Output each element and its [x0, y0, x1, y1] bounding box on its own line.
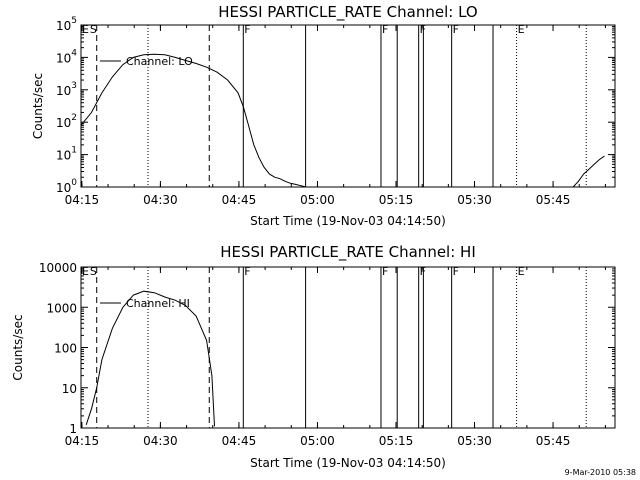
x-tick-label: 04:15 [65, 434, 100, 448]
event-marker-label: E [82, 23, 89, 36]
x-tick-label: 05:15 [379, 434, 414, 448]
y-tick-base: 100 [54, 342, 77, 356]
series-line [572, 155, 605, 187]
panel-hi: HESSI PARTICLE_RATE Channel: HI 04:15 04:3… [11, 243, 616, 470]
y-tick-label: 105 [56, 16, 77, 33]
y-axis-label: Counts/sec [31, 73, 45, 139]
chart-title: HESSI PARTICLE_RATE Channel: HI [220, 243, 476, 262]
event-marker-label: F [420, 23, 426, 36]
x-tick-label: 05:45 [536, 193, 571, 207]
plot-frame [80, 266, 616, 429]
event-marker-label: E [518, 265, 525, 278]
event-marker-label: F [382, 23, 388, 36]
y-tick-label: 1000 [46, 301, 77, 315]
y-tick-label: 102 [56, 113, 77, 130]
x-axis-label: Start Time (19-Nov-03 04:14:50) [250, 214, 446, 228]
y-tick-exponent: 0 [71, 178, 77, 188]
y-tick-base: 10 [56, 84, 71, 98]
y-tick-base: 10 [62, 382, 77, 396]
event-marker-label: F [382, 265, 388, 278]
x-tick-label: 05:00 [300, 193, 335, 207]
x-tick-label: 05:30 [457, 434, 492, 448]
x-tick-label: 04:15 [65, 193, 100, 207]
series-line [85, 290, 215, 427]
x-tick-label: 04:45 [222, 193, 257, 207]
chart-title: HESSI PARTICLE_RATE Channel: LO [218, 3, 477, 22]
x-tick-label: 04:30 [143, 193, 178, 207]
event-marker-label: S [90, 265, 97, 278]
series-line [81, 53, 307, 187]
event-marker-label: F [453, 265, 459, 278]
y-tick-exponent: 4 [71, 48, 77, 58]
y-tick-base: 10 [56, 116, 71, 130]
panel-lo: HESSI PARTICLE_RATE Channel: LO 04:15 04:3… [31, 3, 616, 228]
x-tick-label: 05:30 [457, 193, 492, 207]
event-marker-label: F [244, 23, 250, 36]
event-marker-label: F [453, 23, 459, 36]
y-tick-label: 1 [69, 422, 77, 436]
legend-label: Channel: LO [126, 55, 193, 68]
y-tick-exponent: 5 [71, 16, 77, 26]
y-tick-exponent: 1 [71, 146, 77, 156]
y-tick-label: 103 [56, 81, 77, 98]
event-marker-label: S [90, 23, 97, 36]
event-marker-label: E [518, 23, 525, 36]
y-tick-base: 10 [56, 149, 71, 163]
y-tick-base: 1 [69, 422, 77, 436]
y-tick-base: 1000 [46, 301, 77, 315]
y-tick-label: 101 [56, 146, 77, 163]
legend-label: Channel: HI [126, 297, 190, 310]
event-marker-label: E [82, 265, 89, 278]
y-tick-label: 104 [56, 48, 77, 65]
y-axis-label: Counts/sec [11, 314, 25, 380]
x-axis-label: Start Time (19-Nov-03 04:14:50) [250, 456, 446, 470]
date-stamp: 9-Mar-2010 05:38 [565, 468, 636, 477]
x-tick-label: 04:30 [143, 434, 178, 448]
x-tick-label: 05:45 [536, 434, 571, 448]
y-tick-label: 10000 [39, 261, 77, 275]
x-tick-label: 05:00 [300, 434, 335, 448]
y-tick-base: 10 [56, 19, 71, 33]
y-tick-exponent: 3 [71, 81, 77, 91]
y-tick-label: 100 [54, 342, 77, 356]
y-tick-base: 10 [56, 51, 71, 65]
y-tick-label: 10 [62, 382, 77, 396]
y-tick-exponent: 2 [71, 113, 77, 123]
y-tick-base: 10 [56, 181, 71, 195]
x-tick-label: 05:15 [379, 193, 414, 207]
y-tick-label: 100 [56, 178, 77, 195]
event-marker-label: F [244, 265, 250, 278]
event-marker-label: F [420, 265, 426, 278]
x-tick-label: 04:45 [222, 434, 257, 448]
y-tick-base: 10000 [39, 261, 77, 275]
plot-frame [80, 24, 616, 188]
